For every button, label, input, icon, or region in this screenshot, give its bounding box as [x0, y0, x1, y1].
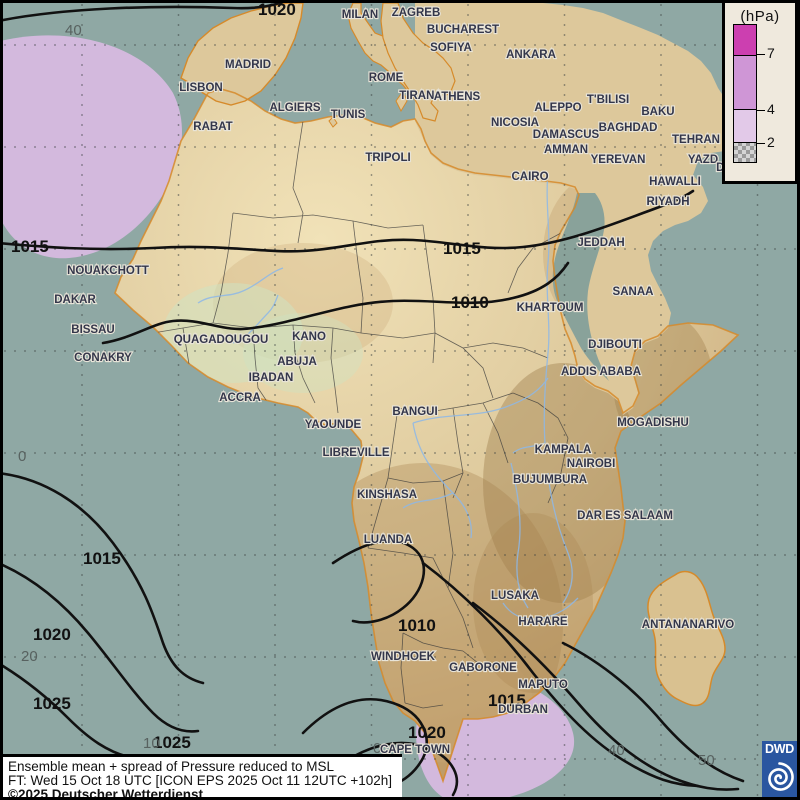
svg-text:ANKARA: ANKARA — [506, 49, 556, 61]
svg-text:ABUJA: ABUJA — [277, 356, 317, 368]
svg-text:ANTANANARIVO: ANTANANARIVO — [642, 619, 734, 631]
svg-text:KANO: KANO — [292, 331, 326, 343]
svg-text:TRIPOLI: TRIPOLI — [365, 152, 410, 164]
svg-text:50: 50 — [698, 752, 715, 769]
svg-text:1010: 1010 — [451, 293, 489, 312]
svg-text:DAR ES SALAAM: DAR ES SALAAM — [577, 510, 673, 522]
svg-text:0: 0 — [18, 448, 26, 465]
svg-text:DURBAN: DURBAN — [498, 704, 548, 716]
svg-text:LUANDA: LUANDA — [364, 534, 413, 546]
svg-text:BUCHAREST: BUCHAREST — [427, 24, 499, 36]
svg-text:1020: 1020 — [408, 723, 446, 742]
svg-text:1025: 1025 — [33, 694, 71, 713]
svg-text:ROME: ROME — [369, 72, 404, 84]
svg-text:BAGHDAD: BAGHDAD — [599, 122, 658, 134]
svg-text:ADDIS ABABA: ADDIS ABABA — [561, 366, 641, 378]
svg-text:NICOSIA: NICOSIA — [491, 117, 539, 129]
svg-text:NOUAKCHOTT: NOUAKCHOTT — [67, 265, 149, 277]
svg-text:ATHENS: ATHENS — [434, 91, 481, 103]
svg-text:KHARTOUM: KHARTOUM — [517, 302, 584, 314]
svg-text:ALEPPO: ALEPPO — [534, 102, 581, 114]
svg-text:IBADAN: IBADAN — [249, 372, 294, 384]
svg-text:YAZD: YAZD — [688, 154, 718, 166]
svg-text:RIYADH: RIYADH — [646, 196, 689, 208]
svg-text:CONAKRY: CONAKRY — [74, 352, 132, 364]
svg-text:DJIBOUTI: DJIBOUTI — [588, 339, 642, 351]
svg-text:AMMAN: AMMAN — [544, 144, 588, 156]
svg-text:DWD: DWD — [765, 742, 794, 756]
svg-text:RABAT: RABAT — [193, 121, 232, 133]
svg-text:20: 20 — [21, 648, 38, 665]
svg-text:DAMASCUS: DAMASCUS — [533, 129, 600, 141]
svg-text:BUJUMBURA: BUJUMBURA — [513, 474, 587, 486]
svg-text:HAWALLI: HAWALLI — [649, 176, 701, 188]
svg-text:ACCRA: ACCRA — [219, 392, 261, 404]
svg-text:SOFIYA: SOFIYA — [430, 42, 472, 54]
svg-text:DAKAR: DAKAR — [54, 294, 96, 306]
svg-text:LUSAKA: LUSAKA — [491, 590, 539, 602]
svg-text:ALGIERS: ALGIERS — [269, 102, 320, 114]
svg-text:CAIRO: CAIRO — [511, 171, 548, 183]
svg-text:TEHRAN: TEHRAN — [672, 134, 720, 146]
svg-text:1020: 1020 — [258, 3, 296, 19]
svg-text:40: 40 — [65, 22, 82, 39]
svg-text:BANGUI: BANGUI — [392, 406, 437, 418]
svg-text:1020: 1020 — [33, 625, 71, 644]
svg-text:JEDDAH: JEDDAH — [577, 237, 624, 249]
svg-text:ZAGREB: ZAGREB — [392, 7, 441, 19]
svg-text:LIBREVILLE: LIBREVILLE — [322, 447, 389, 459]
svg-text:TUNIS: TUNIS — [331, 109, 366, 121]
svg-text:SANAA: SANAA — [613, 286, 654, 298]
svg-text:1015: 1015 — [11, 237, 49, 256]
svg-text:40: 40 — [608, 742, 625, 759]
svg-text:1015: 1015 — [83, 549, 121, 568]
svg-text:YEREVAN: YEREVAN — [591, 154, 646, 166]
svg-text:NAIROBI: NAIROBI — [567, 458, 616, 470]
svg-text:YAOUNDE: YAOUNDE — [305, 419, 362, 431]
svg-text:MAPUTO: MAPUTO — [518, 679, 568, 691]
svg-text:T'BILISI: T'BILISI — [587, 94, 629, 106]
svg-text:MILAN: MILAN — [342, 9, 378, 21]
svg-text:1010: 1010 — [398, 616, 436, 635]
svg-text:10: 10 — [143, 735, 160, 752]
svg-text:1015: 1015 — [443, 239, 481, 258]
svg-text:BAKU: BAKU — [641, 106, 674, 118]
svg-text:WINDHOEK: WINDHOEK — [371, 651, 436, 663]
svg-text:LISBON: LISBON — [179, 82, 222, 94]
svg-text:MOGADISHU: MOGADISHU — [617, 417, 689, 429]
svg-text:QUAGADOUGOU: QUAGADOUGOU — [174, 334, 269, 346]
svg-text:BISSAU: BISSAU — [71, 324, 114, 336]
svg-text:GABORONE: GABORONE — [449, 662, 517, 674]
svg-text:HARARE: HARARE — [518, 616, 568, 628]
svg-text:KINSHASA: KINSHASA — [357, 489, 417, 501]
svg-text:MADRID: MADRID — [225, 59, 271, 71]
svg-text:KAMPALA: KAMPALA — [535, 444, 592, 456]
